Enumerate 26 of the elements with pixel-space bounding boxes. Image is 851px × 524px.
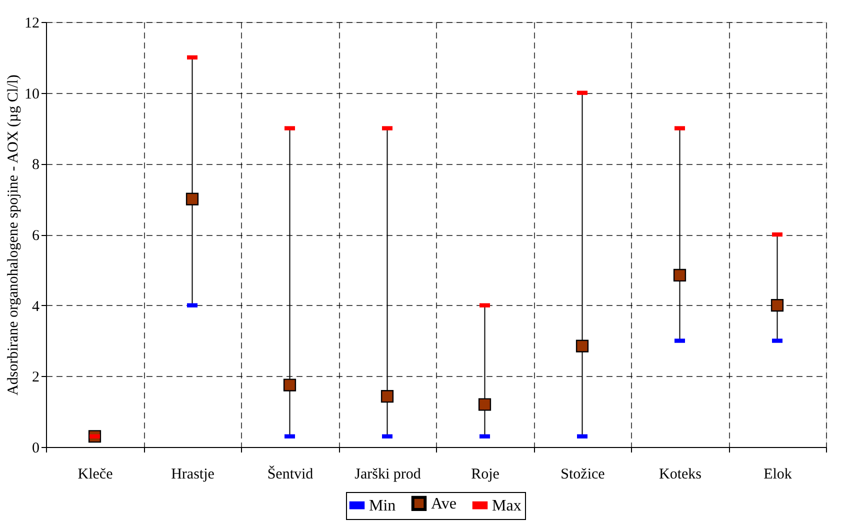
point [186,192,199,206]
point [770,299,784,312]
point [478,398,492,411]
y-tick-label: 0 [32,440,40,456]
point [380,390,394,403]
x-tick-label: Koteks [659,466,702,482]
x-tick-label: Roje [471,466,500,482]
x-tick-label: Elok [764,466,792,482]
y-tick-label: 2 [32,370,40,386]
x-tick-label: Hrastje [171,466,215,482]
y-tick-label: 12 [24,16,40,32]
x-tick-label: Jarški prod [354,466,422,482]
y-axis-title: Adsorbirane organohalogene spojine - AOX (µg Cl/l) [6,74,22,396]
legend-label: Ave [431,495,456,512]
point [576,340,589,352]
point [673,268,686,282]
x-tick-label: Stožice [560,466,606,482]
y-tick-label: 6 [32,228,40,244]
point [283,378,296,392]
legend-label: Max [492,497,522,514]
y-tick-label: 4 [32,298,40,315]
x-tick-label: Kleče [78,466,114,482]
legend-label: Min [369,497,396,514]
y-tick-label: 8 [32,157,40,174]
y-tick-label: 10 [24,86,40,102]
x-tick-label: Šentvid [267,466,314,482]
